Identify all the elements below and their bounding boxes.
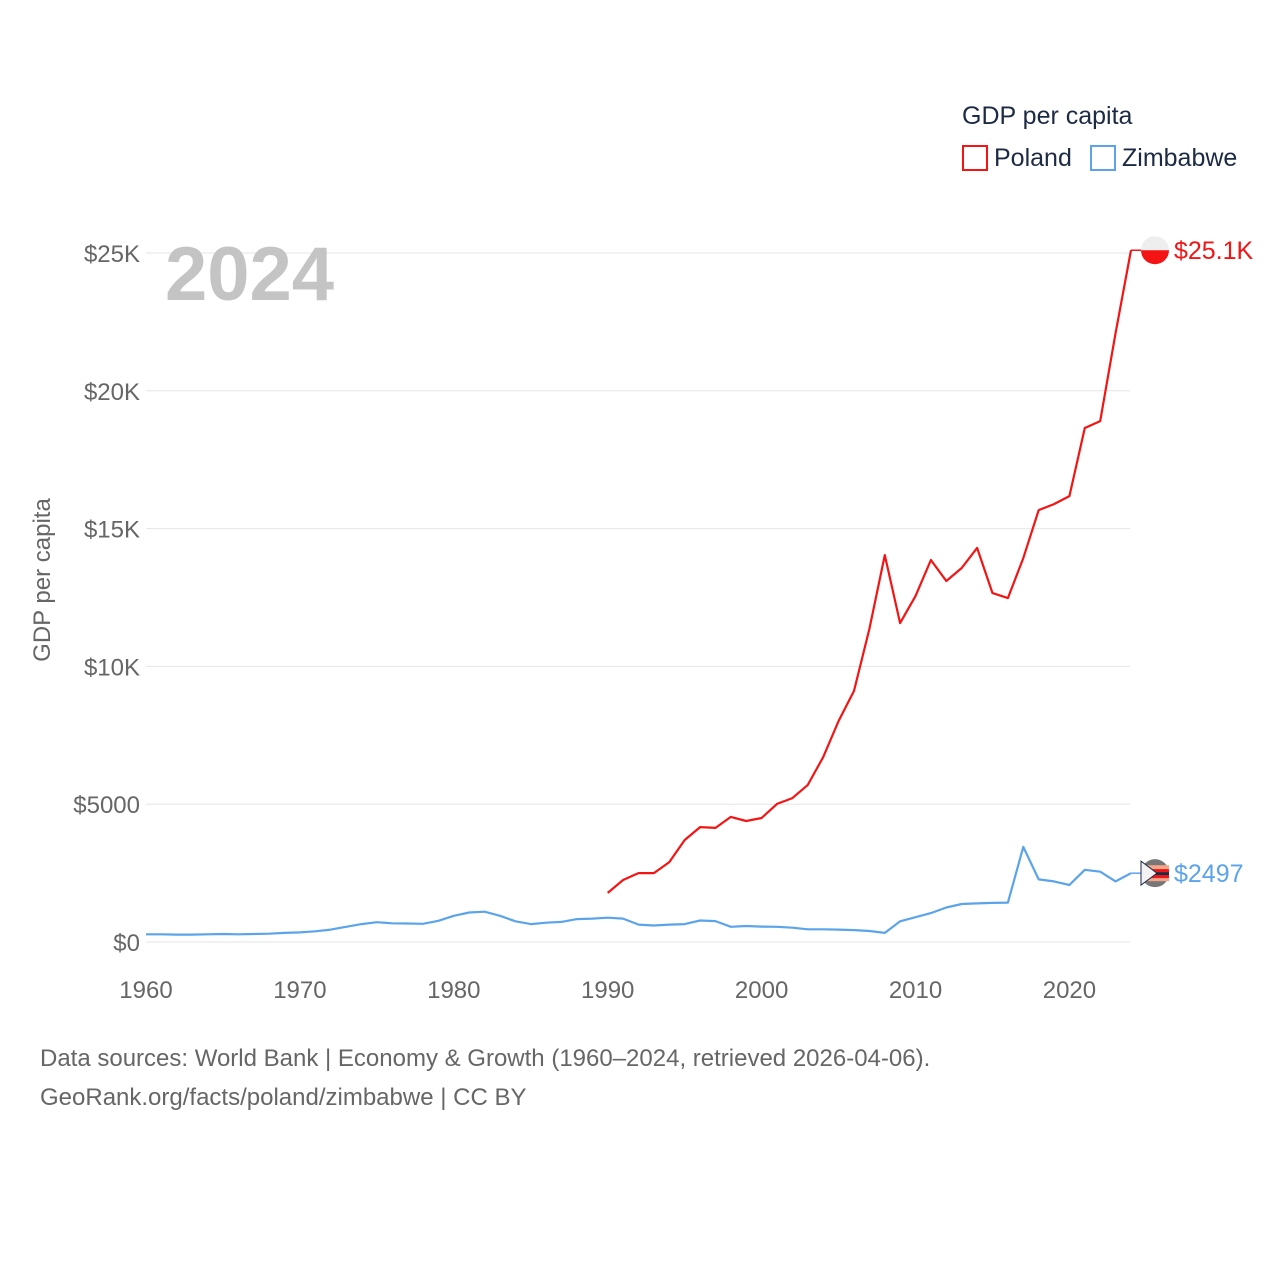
x-tick-label: 1990 <box>581 977 634 1004</box>
poland-flag-red-half <box>1141 250 1169 265</box>
x-tick-label: 1960 <box>119 977 172 1004</box>
x-tick-label: 1980 <box>427 977 480 1004</box>
legend-swatch-zimbabwe[interactable] <box>1090 145 1116 171</box>
legend-label-poland[interactable]: Poland <box>994 144 1072 172</box>
y-tick-label: $5000 <box>73 792 140 819</box>
legend-title: GDP per capita <box>962 102 1133 130</box>
y-tick-label: $0 <box>113 930 140 957</box>
series-line-poland <box>606 249 1133 894</box>
x-tick-label: 2020 <box>1043 977 1096 1004</box>
footer-attribution: GeoRank.org/facts/poland/zimbabwe | CC B… <box>40 1084 527 1111</box>
y-tick-label: $20K <box>84 379 140 406</box>
legend-label-zimbabwe[interactable]: Zimbabwe <box>1122 144 1237 172</box>
x-tick-label: 2000 <box>735 977 788 1004</box>
flag-stripe <box>1141 875 1169 879</box>
footer-sources: Data sources: World Bank | Economy & Gro… <box>40 1045 931 1072</box>
y-tick-label: $15K <box>84 517 140 544</box>
flag-stripe <box>1141 869 1169 873</box>
flag-stripe <box>1141 878 1169 882</box>
y-tick-label: $25K <box>84 241 140 268</box>
end-value-label-poland: $25.1K <box>1174 237 1254 265</box>
y-tick-label: $10K <box>84 654 140 681</box>
legend: GDP per capita Poland Zimbabwe <box>962 102 1237 172</box>
y-axis-label: GDP per capita <box>29 498 56 662</box>
flag-stripe <box>1141 865 1169 870</box>
x-tick-label: 2010 <box>889 977 942 1004</box>
x-tick-label: 1970 <box>273 977 326 1004</box>
legend-swatch-poland[interactable] <box>962 145 988 171</box>
flag-triangle <box>1140 860 1158 887</box>
series-line-zimbabwe <box>146 845 1132 936</box>
year-watermark: 2024 <box>165 232 334 317</box>
end-value-label-zimbabwe: $2497 <box>1174 860 1244 888</box>
